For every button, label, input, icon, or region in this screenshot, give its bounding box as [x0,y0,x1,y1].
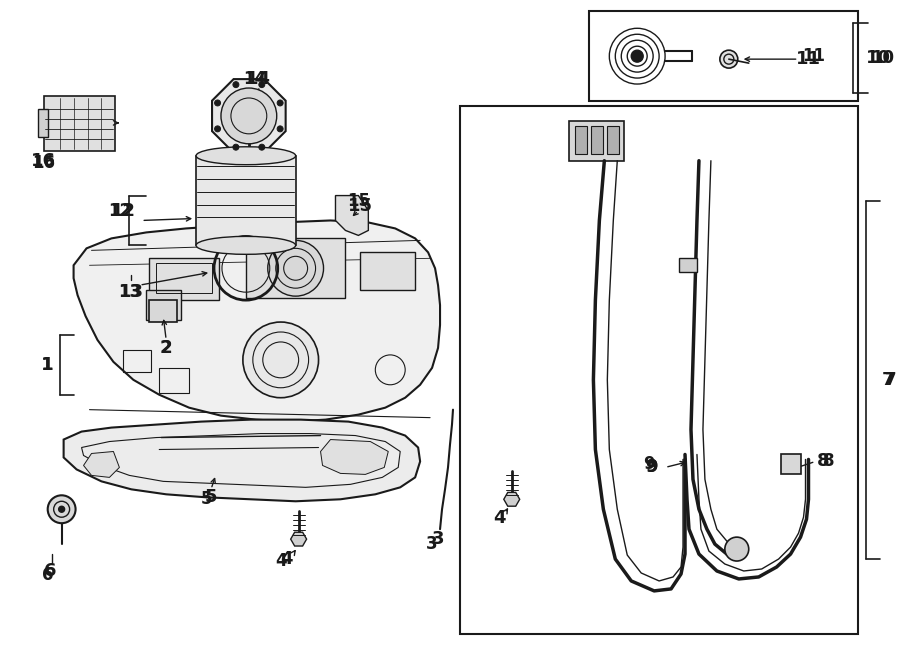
Circle shape [631,50,644,62]
Circle shape [259,81,265,87]
Text: 7: 7 [882,371,895,389]
Polygon shape [64,420,420,501]
Bar [157,263,212,293]
Bar [44,96,115,151]
Polygon shape [320,440,388,475]
Bar [460,106,859,634]
Text: 5: 5 [201,491,212,508]
Text: 8: 8 [823,452,834,471]
Text: 12: 12 [108,201,131,220]
Text: 8: 8 [817,452,830,471]
Polygon shape [74,220,440,422]
Ellipse shape [196,147,296,165]
Circle shape [277,100,284,106]
Text: 15: 15 [346,191,370,210]
Text: 7: 7 [886,371,897,389]
Bar [570,121,625,161]
Text: 9: 9 [645,458,657,477]
Bar [196,156,296,246]
Circle shape [214,126,220,132]
Circle shape [221,88,276,144]
Bar [149,300,177,322]
Text: 15: 15 [348,197,373,214]
Circle shape [58,506,65,512]
Text: 2: 2 [160,339,172,357]
Polygon shape [336,195,368,236]
Ellipse shape [196,236,296,254]
Polygon shape [291,532,307,546]
Bar [575,126,588,154]
Text: 16: 16 [32,152,56,169]
Polygon shape [504,493,519,506]
Text: 6: 6 [42,566,53,584]
Bar [246,238,346,298]
Bar [679,258,697,272]
Bar [591,126,603,154]
Text: 5: 5 [205,489,217,506]
Bar [149,258,219,300]
Bar [159,368,189,393]
Text: 14: 14 [243,70,266,88]
Circle shape [724,537,749,561]
Text: 16: 16 [32,154,55,171]
Text: 13: 13 [119,283,144,301]
Text: 1: 1 [40,356,53,374]
Circle shape [720,50,738,68]
Text: 1: 1 [40,356,52,374]
Bar [360,252,415,290]
Text: 3: 3 [432,530,445,548]
Bar [123,350,151,372]
Bar [780,455,800,475]
Text: 3: 3 [427,535,438,553]
Text: 4: 4 [281,550,292,568]
Text: 2: 2 [160,339,173,357]
Text: 11: 11 [802,47,825,65]
Text: 14: 14 [247,70,271,88]
Text: 13: 13 [118,283,141,301]
Circle shape [233,81,238,87]
Polygon shape [84,451,120,477]
Circle shape [268,240,323,296]
Bar [38,109,48,137]
Text: 9: 9 [645,458,657,477]
Circle shape [48,495,76,523]
Text: 10: 10 [872,49,895,67]
Bar [608,126,619,154]
Text: 12: 12 [111,201,136,220]
Text: 4: 4 [274,552,286,570]
Circle shape [233,144,238,150]
Circle shape [277,126,284,132]
Text: 6: 6 [43,562,56,580]
Text: 4: 4 [493,509,506,527]
Text: 11: 11 [796,50,821,68]
Text: 9: 9 [644,455,655,473]
Polygon shape [212,79,285,153]
Circle shape [214,100,220,106]
Circle shape [259,144,265,150]
Bar [147,290,181,320]
Circle shape [243,322,319,398]
Text: 10: 10 [866,49,891,67]
Bar [590,11,859,101]
